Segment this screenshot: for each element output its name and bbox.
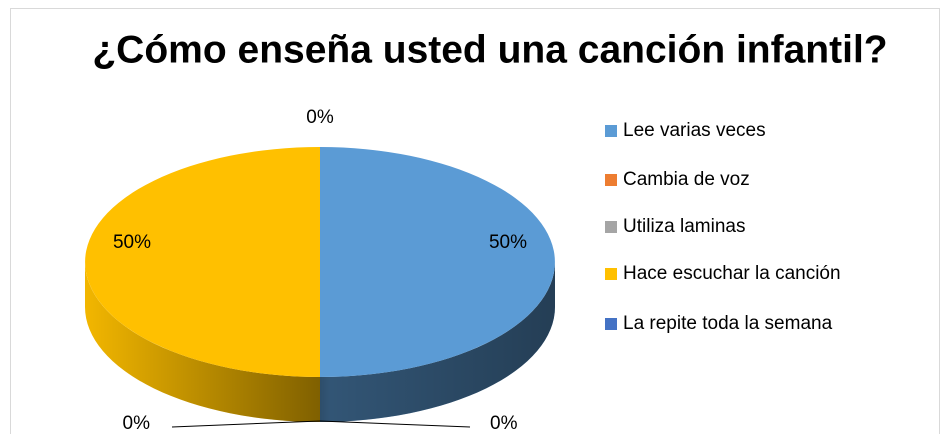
- legend-label: Cambia de voz: [623, 169, 750, 190]
- legend-swatch: [605, 268, 617, 280]
- data-label: 0%: [306, 107, 334, 128]
- data-label: 0%: [490, 413, 518, 434]
- legend-swatch: [605, 318, 617, 330]
- legend: Lee varias veces Cambia de voz Utiliza lam…: [605, 120, 841, 334]
- slice-side-shade: [85, 262, 320, 422]
- data-label: 0%: [123, 413, 151, 434]
- legend-label: La repite toda la semana: [623, 313, 833, 334]
- legend-swatch: [605, 221, 617, 233]
- legend-swatch: [605, 125, 617, 137]
- legend-label: Lee varias veces: [623, 120, 766, 141]
- legend-swatch: [605, 174, 617, 186]
- data-label: 50%: [489, 232, 527, 253]
- legend-label: Utiliza laminas: [623, 216, 745, 237]
- chart-title: ¿Cómo enseña usted una canción infantil?: [92, 28, 887, 71]
- slice: [85, 147, 320, 377]
- leader-line: [319, 420, 471, 428]
- pie: 50% 0% 0% 50% 0%: [85, 107, 555, 434]
- slice: [320, 147, 555, 377]
- data-label: 50%: [113, 232, 151, 253]
- leader-line: [171, 420, 321, 428]
- slice-side-shade: [320, 262, 555, 422]
- legend-label: Hace escuchar la canción: [623, 263, 841, 284]
